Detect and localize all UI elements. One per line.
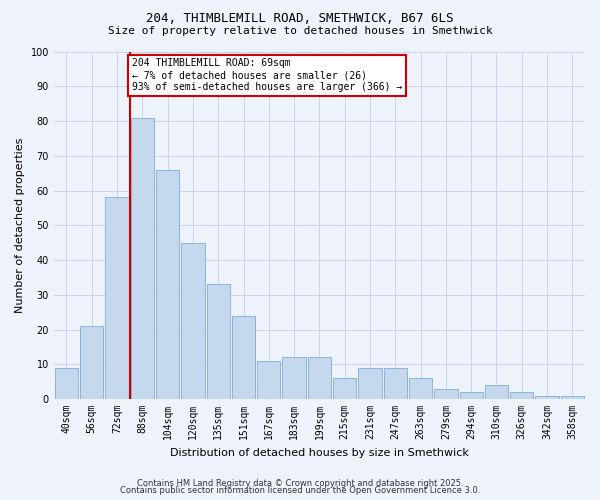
Bar — [460, 392, 483, 399]
Bar — [333, 378, 356, 399]
Bar — [232, 316, 255, 399]
Bar — [131, 118, 154, 399]
Text: Size of property relative to detached houses in Smethwick: Size of property relative to detached ho… — [107, 26, 493, 36]
Text: 204, THIMBLEMILL ROAD, SMETHWICK, B67 6LS: 204, THIMBLEMILL ROAD, SMETHWICK, B67 6L… — [146, 12, 454, 26]
Text: 204 THIMBLEMILL ROAD: 69sqm
← 7% of detached houses are smaller (26)
93% of semi: 204 THIMBLEMILL ROAD: 69sqm ← 7% of deta… — [132, 58, 403, 92]
Bar — [80, 326, 103, 399]
Bar — [510, 392, 533, 399]
Bar — [283, 358, 306, 399]
Bar — [434, 388, 458, 399]
Y-axis label: Number of detached properties: Number of detached properties — [15, 138, 25, 313]
Bar — [156, 170, 179, 399]
Bar — [257, 361, 280, 399]
Bar — [181, 242, 205, 399]
Bar — [383, 368, 407, 399]
Bar — [308, 358, 331, 399]
Bar — [106, 198, 128, 399]
Text: Contains HM Land Registry data © Crown copyright and database right 2025.: Contains HM Land Registry data © Crown c… — [137, 478, 463, 488]
Bar — [561, 396, 584, 399]
Text: Contains public sector information licensed under the Open Government Licence 3.: Contains public sector information licen… — [120, 486, 480, 495]
Bar — [485, 385, 508, 399]
Bar — [409, 378, 432, 399]
Bar — [206, 284, 230, 399]
Bar — [55, 368, 78, 399]
Bar — [358, 368, 382, 399]
X-axis label: Distribution of detached houses by size in Smethwick: Distribution of detached houses by size … — [170, 448, 469, 458]
Bar — [535, 396, 559, 399]
